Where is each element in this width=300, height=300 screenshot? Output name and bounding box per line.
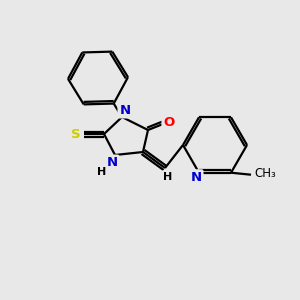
Text: N: N (119, 103, 130, 116)
Text: N: N (190, 171, 202, 184)
Text: H: H (164, 172, 172, 182)
Text: S: S (71, 128, 81, 140)
Text: N: N (106, 157, 118, 169)
Text: H: H (98, 167, 106, 177)
Text: O: O (164, 116, 175, 128)
Text: CH₃: CH₃ (254, 167, 276, 180)
